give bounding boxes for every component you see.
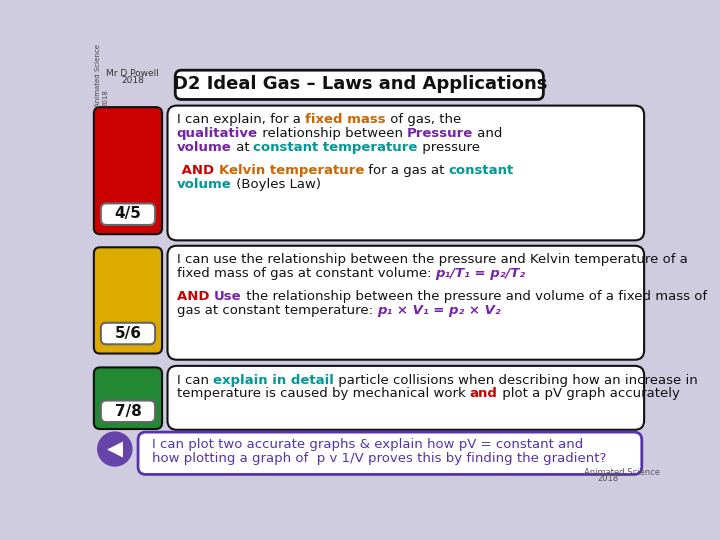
Text: Pressure: Pressure: [407, 127, 473, 140]
Text: 4/5: 4/5: [114, 206, 141, 221]
FancyBboxPatch shape: [168, 106, 644, 240]
FancyBboxPatch shape: [94, 107, 162, 234]
Text: p₁/T₁ = p₂/T₂: p₁/T₁ = p₂/T₂: [436, 267, 526, 280]
Text: for a gas at: for a gas at: [364, 164, 449, 177]
Text: 2018: 2018: [121, 76, 144, 85]
Text: particle collisions when describing how an increase in: particle collisions when describing how …: [334, 374, 698, 387]
Text: AND: AND: [177, 164, 219, 177]
FancyBboxPatch shape: [168, 366, 644, 430]
FancyBboxPatch shape: [175, 70, 544, 99]
Circle shape: [98, 432, 132, 466]
FancyBboxPatch shape: [101, 401, 155, 422]
Text: temperature is caused by mechanical work: temperature is caused by mechanical work: [177, 387, 470, 401]
Text: explain in detail: explain in detail: [213, 374, 334, 387]
Text: ◀: ◀: [107, 439, 123, 459]
Text: constant: constant: [449, 164, 514, 177]
Text: qualitative: qualitative: [177, 127, 258, 140]
Text: the relationship between the pressure and volume of a fixed mass of: the relationship between the pressure an…: [241, 291, 706, 303]
Text: I can plot two accurate graphs & explain how pV = constant and: I can plot two accurate graphs & explain…: [152, 438, 583, 451]
Text: plot a pV graph accurately: plot a pV graph accurately: [498, 387, 680, 401]
Text: how plotting a graph of  p v 1/V proves this by finding the gradient?: how plotting a graph of p v 1/V proves t…: [152, 452, 606, 465]
FancyBboxPatch shape: [90, 65, 648, 481]
FancyBboxPatch shape: [138, 432, 642, 475]
Text: 5/6: 5/6: [114, 326, 141, 341]
Text: Animated Science: Animated Science: [585, 468, 660, 477]
Text: and: and: [470, 387, 498, 401]
Text: of gas, the: of gas, the: [385, 113, 461, 126]
Text: Mr D Powell: Mr D Powell: [106, 69, 159, 78]
Text: and: and: [473, 127, 503, 140]
Text: Use: Use: [214, 291, 241, 303]
Text: at: at: [232, 141, 253, 154]
Text: volume: volume: [177, 178, 232, 191]
FancyBboxPatch shape: [101, 204, 155, 225]
Text: Kelvin temperature: Kelvin temperature: [219, 164, 364, 177]
Text: p₁ × V₁ = p₂ × V₂: p₁ × V₁ = p₂ × V₂: [377, 304, 500, 318]
Text: volume: volume: [177, 141, 232, 154]
Text: 7/8: 7/8: [114, 403, 141, 418]
Text: relationship between: relationship between: [258, 127, 407, 140]
Text: fixed mass of gas at constant volume:: fixed mass of gas at constant volume:: [177, 267, 436, 280]
Text: pressure: pressure: [418, 141, 480, 154]
Text: AND: AND: [177, 291, 214, 303]
Text: Animated Science
2018: Animated Science 2018: [96, 44, 109, 107]
Text: fixed mass: fixed mass: [305, 113, 385, 126]
Text: I can explain, for a: I can explain, for a: [177, 113, 305, 126]
Text: I can use the relationship between the pressure and Kelvin temperature of a: I can use the relationship between the p…: [177, 253, 688, 266]
Text: D2 Ideal Gas – Laws and Applications: D2 Ideal Gas – Laws and Applications: [173, 75, 547, 93]
Text: gas at constant temperature:: gas at constant temperature:: [177, 304, 377, 318]
Text: constant temperature: constant temperature: [253, 141, 418, 154]
Text: I can: I can: [177, 374, 213, 387]
Text: 2018: 2018: [598, 475, 618, 483]
FancyBboxPatch shape: [101, 323, 155, 345]
FancyBboxPatch shape: [168, 246, 644, 360]
FancyBboxPatch shape: [94, 247, 162, 354]
Text: (Boyles Law): (Boyles Law): [232, 178, 320, 191]
FancyBboxPatch shape: [94, 367, 162, 429]
